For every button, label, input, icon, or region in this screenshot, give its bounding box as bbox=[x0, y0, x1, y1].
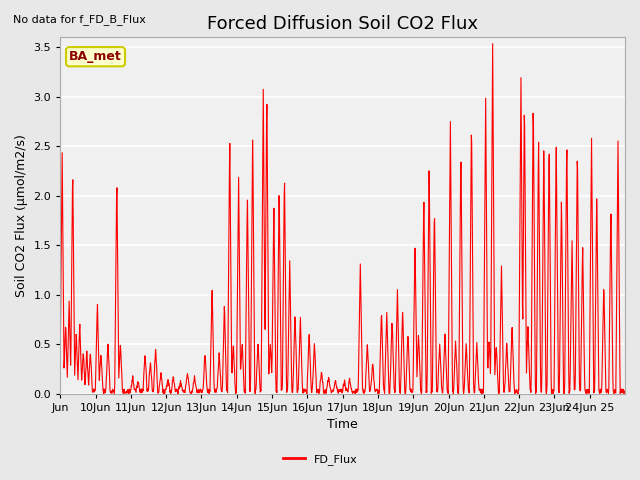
X-axis label: Time: Time bbox=[327, 419, 358, 432]
Text: No data for f_FD_B_Flux: No data for f_FD_B_Flux bbox=[13, 13, 146, 24]
Legend: FD_Flux: FD_Flux bbox=[278, 450, 362, 469]
Title: Forced Diffusion Soil CO2 Flux: Forced Diffusion Soil CO2 Flux bbox=[207, 15, 478, 33]
Y-axis label: Soil CO2 Flux (μmol/m2/s): Soil CO2 Flux (μmol/m2/s) bbox=[15, 134, 28, 297]
Text: BA_met: BA_met bbox=[69, 50, 122, 63]
